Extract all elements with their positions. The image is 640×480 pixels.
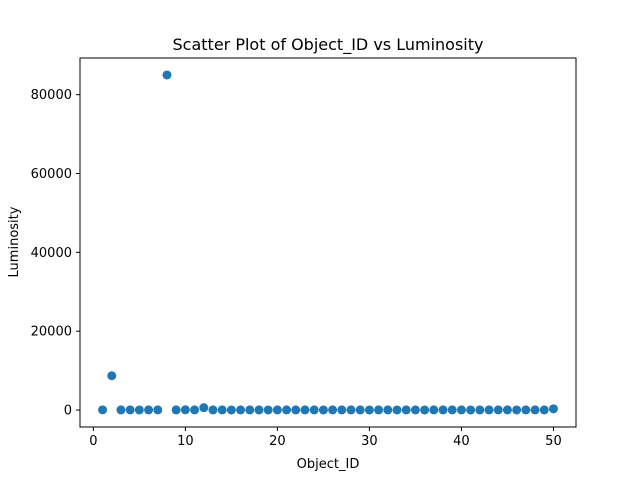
data-point <box>217 405 227 415</box>
data-point <box>134 405 144 415</box>
y-axis-ticks: 0 20000 40000 60000 80000 <box>31 88 80 419</box>
data-point <box>309 405 319 415</box>
x-axis-ticks: 0 10 20 30 40 50 <box>89 427 562 449</box>
data-point <box>346 405 356 415</box>
data-point <box>171 405 181 415</box>
data-point <box>429 405 439 415</box>
x-tick-label: 50 <box>545 434 562 449</box>
axes-frame <box>79 57 577 428</box>
data-point <box>107 371 117 381</box>
data-point <box>245 405 255 415</box>
data-point <box>493 405 503 415</box>
x-tick-label: 40 <box>453 434 470 449</box>
y-tick-label: 0 <box>64 404 72 419</box>
y-tick-label: 40000 <box>31 246 72 261</box>
data-point <box>318 405 328 415</box>
data-point <box>420 405 430 415</box>
data-point <box>236 405 246 415</box>
data-point <box>162 70 172 80</box>
x-tick-label: 20 <box>269 434 286 449</box>
x-tick-label: 30 <box>361 434 378 449</box>
plot-area: 0 10 20 30 40 50 0 20000 40000 60000 80000 <box>31 57 577 449</box>
data-point <box>512 405 522 415</box>
data-point <box>392 405 402 415</box>
data-point <box>383 405 393 415</box>
x-axis-label: Object_ID <box>297 457 360 472</box>
data-points <box>98 70 558 415</box>
data-point <box>180 405 190 415</box>
data-point <box>144 405 154 415</box>
data-point <box>410 405 420 415</box>
data-point <box>401 405 411 415</box>
data-point <box>447 405 457 415</box>
data-point <box>484 405 494 415</box>
data-point <box>466 405 476 415</box>
y-axis-label: Luminosity <box>7 206 22 277</box>
y-tick-label: 80000 <box>31 88 72 103</box>
data-point <box>328 405 338 415</box>
data-point <box>337 405 347 415</box>
data-point <box>456 405 466 415</box>
data-point <box>125 405 135 415</box>
data-point <box>355 405 365 415</box>
data-point <box>502 405 512 415</box>
data-point <box>199 403 209 413</box>
data-point <box>263 405 273 415</box>
data-point <box>208 405 218 415</box>
data-point <box>475 405 485 415</box>
data-point <box>116 405 126 415</box>
data-point <box>282 405 292 415</box>
x-tick-label: 10 <box>177 434 194 449</box>
data-point <box>272 405 282 415</box>
y-tick-label: 60000 <box>31 167 72 182</box>
data-point <box>153 405 163 415</box>
data-point <box>374 405 384 415</box>
chart-title: Scatter Plot of Object_ID vs Luminosity <box>173 35 484 55</box>
data-point <box>98 405 108 415</box>
data-point <box>364 405 374 415</box>
data-point <box>190 405 200 415</box>
data-point <box>548 404 558 414</box>
data-point <box>539 405 549 415</box>
data-point <box>530 405 540 415</box>
data-point <box>254 405 264 415</box>
y-tick-label: 20000 <box>31 325 72 340</box>
x-tick-label: 0 <box>89 434 97 449</box>
data-point <box>226 405 236 415</box>
data-point <box>521 405 531 415</box>
data-point <box>438 405 448 415</box>
data-point <box>291 405 301 415</box>
data-point <box>300 405 310 415</box>
